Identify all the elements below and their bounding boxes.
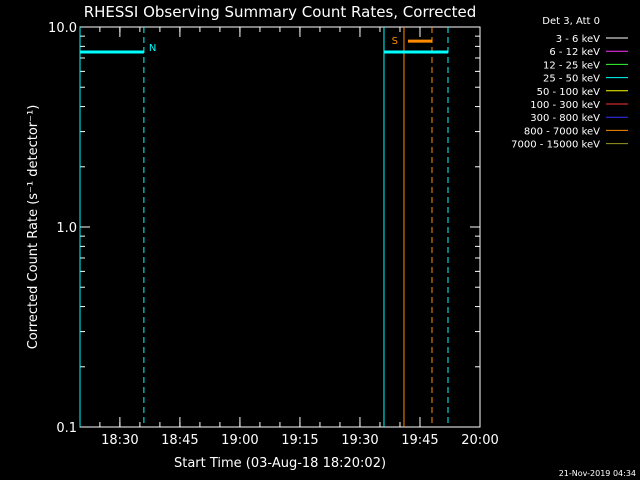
legend-label: 7000 - 15000 keV [511,140,600,151]
legend-label: 12 - 25 keV [543,60,600,71]
legend-label: 25 - 50 keV [543,74,600,85]
y-tick-label: 0.1 [56,421,77,436]
x-axis-label: Start Time (03-Aug-18 18:20:02) [174,456,386,471]
footer-timestamp: 21-Nov-2019 04:34 [559,469,636,478]
legend-label: 800 - 7000 keV [524,126,600,137]
x-tick-label: 19:15 [281,433,318,448]
marker-label: S [392,36,398,47]
y-tick-label: 1.0 [56,221,77,236]
chart-title: RHESSI Observing Summary Count Rates, Co… [84,3,477,21]
x-tick-label: 19:00 [221,433,258,448]
x-tick-label: 19:30 [341,433,378,448]
legend-label: 300 - 800 keV [530,113,600,124]
x-tick-label: 18:45 [161,433,198,448]
x-tick-label: 18:30 [101,433,138,448]
legend-label: 100 - 300 keV [530,100,600,111]
legend-header: Det 3, Att 0 [542,16,600,27]
x-tick-label: 20:00 [461,433,498,448]
y-tick-label: 10.0 [48,21,77,36]
legend-label: 50 - 100 keV [537,87,601,98]
y-axis-label: Corrected Count Rate (s⁻¹ detector⁻¹) [26,105,41,350]
legend: 3 - 6 keV 6 - 12 keV 12 - 25 keV 25 - 50 ke… [511,34,628,151]
x-tick-label: 19:45 [401,433,438,448]
marker-label: N [149,43,156,54]
plot-area: 18:30 18:45 19:00 19:15 19:30 19:45 20:00 0.1 1.… [48,21,499,448]
legend-label: 3 - 6 keV [556,34,600,45]
legend-label: 6 - 12 keV [549,47,600,58]
